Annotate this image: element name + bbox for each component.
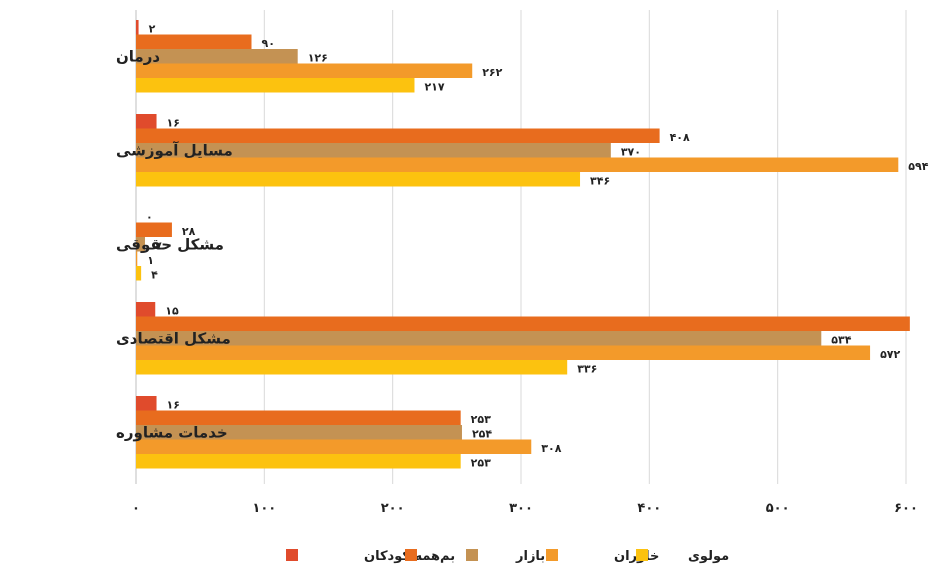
legend-swatch	[636, 549, 648, 561]
bar	[136, 251, 138, 266]
bar	[136, 63, 473, 78]
data-label: ۲۱۷	[424, 81, 444, 94]
data-label: ۱۵	[165, 305, 179, 318]
bar	[136, 128, 660, 143]
category-label: مشکل حقوقی	[116, 235, 224, 253]
legend-swatch	[405, 549, 417, 561]
data-label: ۱۶	[167, 117, 180, 130]
data-label: ۵۷۲	[880, 348, 900, 361]
bar	[136, 396, 157, 411]
x-tick-label: ۳۰۰	[509, 501, 533, 516]
data-label: ۵۳۴	[831, 334, 851, 347]
x-tick-label: ۴۰۰	[637, 501, 661, 516]
data-label: ۳۳۶	[577, 363, 597, 376]
bar	[136, 410, 461, 425]
data-label: ۳۴۶	[590, 175, 610, 188]
x-tick-label: ۶۰۰	[894, 501, 918, 516]
data-label: ۹۰	[262, 37, 275, 50]
bar	[136, 439, 532, 454]
bar	[136, 172, 581, 187]
data-labels: ۲ ۹۰ ۱۲۶ ۲۶۲ ۲۱۷ ۱۶ ۴۰۸ ۳۷۰ ۵۹۴ ۳۴۶ ۰ ۲۸ ۷۱ ۴ ۱۵ ۵۳۴ ۵۷۲…	[146, 23, 929, 470]
category-label: مسایل آموزشی	[116, 141, 233, 159]
bar	[136, 425, 462, 440]
data-label: ۱۶	[167, 399, 180, 412]
data-label: ۲۵۳	[471, 413, 491, 426]
bar	[136, 266, 142, 281]
bar	[136, 331, 822, 346]
data-label: ۰	[146, 211, 153, 224]
x-tick-label: ۵۰۰	[766, 501, 790, 516]
bar	[136, 316, 910, 331]
x-tick-label: ۰	[132, 501, 140, 516]
data-label: ۲	[149, 23, 156, 36]
bar	[136, 78, 415, 93]
x-tick-label: ۱۰۰	[252, 501, 276, 516]
data-label: ۵۹۴	[908, 160, 928, 173]
data-label: ۷	[155, 240, 162, 253]
bar	[136, 360, 568, 375]
bar	[136, 143, 611, 158]
x-tick-label: ۲۰۰	[381, 501, 405, 516]
bar	[136, 34, 252, 49]
legend-label: همه کودکان	[364, 549, 440, 564]
legend: همه کودکانبمبازارخاورانمولوی	[286, 549, 729, 564]
data-label: ۳۷۰	[621, 146, 641, 159]
category-labels: درمان مسایل آموزشی مشکل حقوقی مشکل اقتصادی خ…	[116, 47, 233, 441]
bars	[136, 20, 910, 469]
data-label: ۱۲۶	[308, 52, 328, 65]
bar	[136, 237, 145, 252]
data-label: ۲۸	[182, 225, 196, 238]
legend-swatch	[286, 549, 298, 561]
bar	[136, 222, 172, 237]
bar	[136, 114, 157, 129]
data-label: ۱	[147, 254, 154, 267]
data-label: ۲۵۴	[472, 428, 492, 441]
legend-swatch	[546, 549, 558, 561]
legend-label: بم	[440, 549, 455, 564]
legend-label: بازار	[515, 549, 545, 564]
data-label: ۳۰۸	[541, 442, 561, 455]
data-label: ۴	[151, 269, 158, 282]
data-label: ۲۶۲	[482, 66, 502, 79]
bar	[136, 302, 156, 317]
bar	[136, 49, 298, 64]
data-label: ۴۰۸	[670, 131, 690, 144]
bar	[136, 345, 871, 360]
x-axis-ticks: ۰ ۱۰۰ ۲۰۰ ۳۰۰ ۴۰۰ ۵۰۰ ۶۰۰	[132, 501, 918, 516]
data-label: ۲۵۳	[471, 457, 491, 470]
bar	[136, 454, 461, 469]
bar	[136, 157, 899, 172]
legend-label: مولوی	[688, 549, 729, 564]
bar	[136, 20, 139, 35]
category-label: خدمات مشاوره	[116, 423, 228, 441]
category-label: مشکل اقتصادی	[116, 329, 231, 347]
category-label: درمان	[116, 47, 160, 65]
legend-swatch	[466, 549, 478, 561]
